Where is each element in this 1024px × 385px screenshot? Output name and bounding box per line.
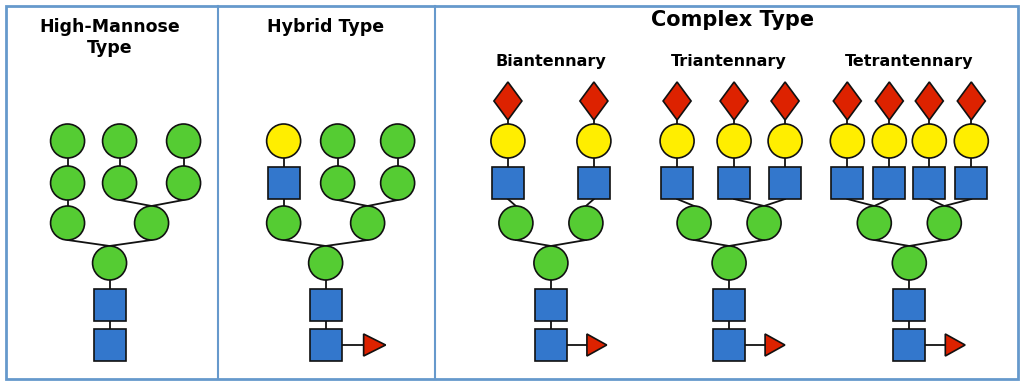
Circle shape <box>50 124 85 158</box>
Polygon shape <box>765 334 784 356</box>
Bar <box>713 329 745 361</box>
Bar <box>662 167 693 199</box>
Circle shape <box>830 124 864 158</box>
Polygon shape <box>587 334 606 356</box>
Circle shape <box>534 246 568 280</box>
Polygon shape <box>364 334 386 356</box>
Bar <box>831 167 863 199</box>
Circle shape <box>308 246 343 280</box>
Circle shape <box>92 246 127 280</box>
Text: Tetrantennary: Tetrantennary <box>845 54 974 69</box>
Circle shape <box>712 246 746 280</box>
Circle shape <box>167 166 201 200</box>
Polygon shape <box>720 82 749 120</box>
Circle shape <box>102 124 136 158</box>
Circle shape <box>748 206 781 240</box>
Circle shape <box>167 124 201 158</box>
Bar <box>893 289 926 321</box>
Polygon shape <box>771 82 799 120</box>
Bar <box>309 289 342 321</box>
Bar <box>718 167 751 199</box>
Bar <box>873 167 905 199</box>
Polygon shape <box>834 82 861 120</box>
Circle shape <box>321 124 354 158</box>
Circle shape <box>350 206 385 240</box>
Circle shape <box>954 124 988 158</box>
Circle shape <box>677 206 711 240</box>
Circle shape <box>50 166 85 200</box>
Circle shape <box>857 206 891 240</box>
Circle shape <box>928 206 962 240</box>
Bar <box>713 289 745 321</box>
Circle shape <box>499 206 532 240</box>
Circle shape <box>102 166 136 200</box>
Circle shape <box>266 206 301 240</box>
Bar <box>309 329 342 361</box>
Text: Biantennary: Biantennary <box>496 54 606 69</box>
Polygon shape <box>664 82 691 120</box>
Circle shape <box>892 246 927 280</box>
Bar <box>93 329 126 361</box>
Bar <box>93 289 126 321</box>
Circle shape <box>381 124 415 158</box>
Text: High-Mannose
Type: High-Mannose Type <box>39 18 180 57</box>
Circle shape <box>872 124 906 158</box>
Polygon shape <box>957 82 985 120</box>
Bar <box>769 167 801 199</box>
Circle shape <box>577 124 611 158</box>
Bar <box>913 167 945 199</box>
Bar <box>535 329 567 361</box>
Bar <box>267 167 300 199</box>
Circle shape <box>660 124 694 158</box>
Polygon shape <box>945 334 965 356</box>
Circle shape <box>768 124 802 158</box>
Circle shape <box>490 124 525 158</box>
Circle shape <box>134 206 169 240</box>
Circle shape <box>717 124 751 158</box>
Circle shape <box>321 166 354 200</box>
Text: Triantennary: Triantennary <box>671 54 787 69</box>
Circle shape <box>266 124 301 158</box>
Bar <box>492 167 524 199</box>
Circle shape <box>569 206 603 240</box>
Bar <box>955 167 987 199</box>
Text: Hybrid Type: Hybrid Type <box>267 18 384 36</box>
Bar <box>893 329 926 361</box>
Bar <box>535 289 567 321</box>
Text: Complex Type: Complex Type <box>650 10 814 30</box>
Polygon shape <box>876 82 903 120</box>
Circle shape <box>912 124 946 158</box>
Bar <box>578 167 610 199</box>
Circle shape <box>50 206 85 240</box>
Polygon shape <box>494 82 522 120</box>
Polygon shape <box>915 82 943 120</box>
Circle shape <box>381 166 415 200</box>
Polygon shape <box>580 82 608 120</box>
